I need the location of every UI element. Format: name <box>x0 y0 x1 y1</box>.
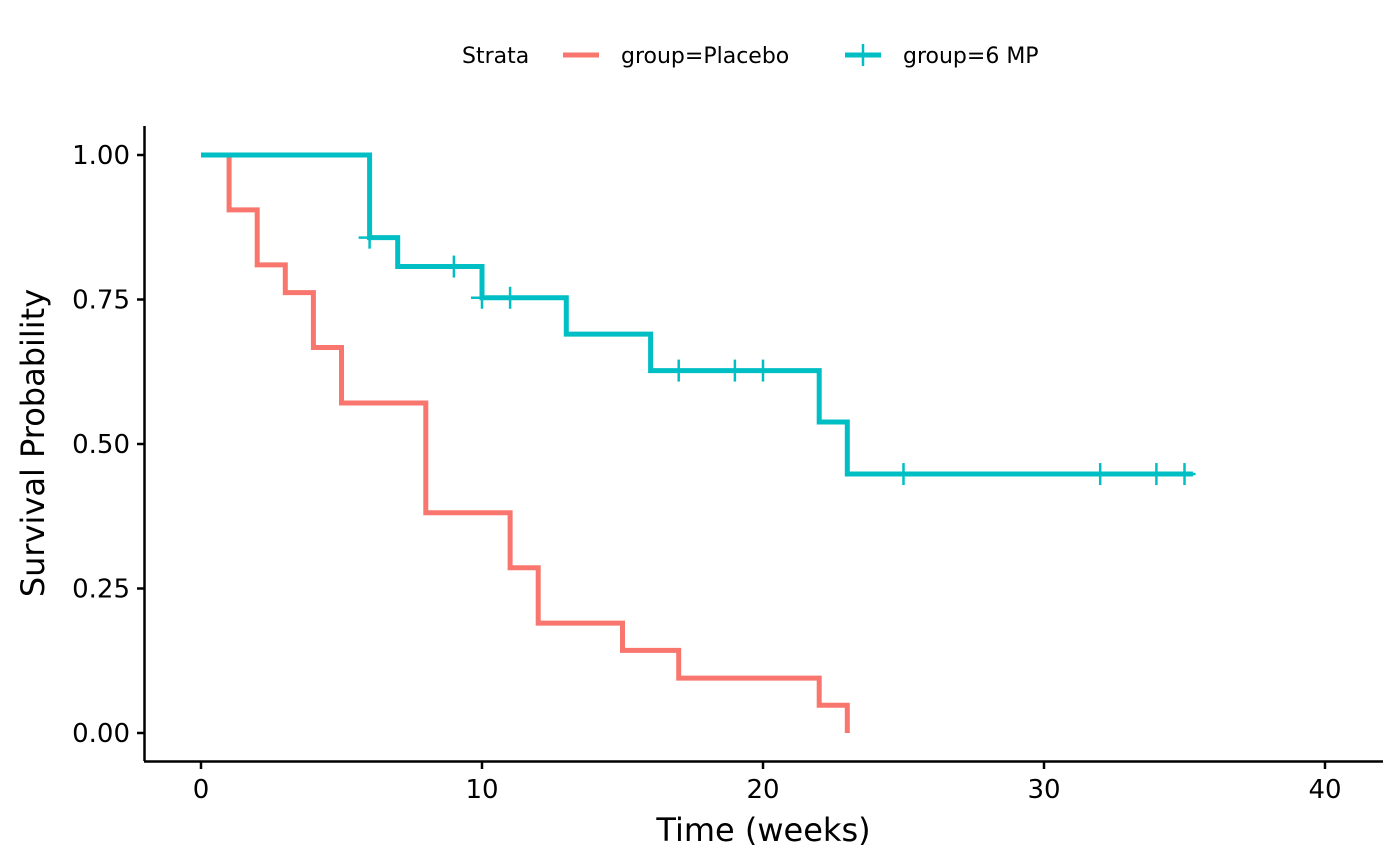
legend: Strata group=Placebo group=6 MP <box>462 44 1039 69</box>
y-tick-label: 0.75 <box>72 286 130 316</box>
legend-title: Strata <box>462 44 529 69</box>
y-axis-title: Survival Probability <box>14 289 52 597</box>
y-tick-label: 0.25 <box>72 575 130 605</box>
x-tick-label: 40 <box>1308 775 1341 805</box>
series-line-placebo <box>201 152 850 733</box>
x-tick-label: 20 <box>746 775 779 805</box>
x-ticks: 0 10 20 30 40 <box>193 762 1342 805</box>
y-tick-label: 0.50 <box>72 430 130 460</box>
x-axis-title: Time (weeks) <box>655 811 870 849</box>
y-tick-label: 1.00 <box>72 141 130 171</box>
legend-label-placebo: group=Placebo <box>621 44 789 69</box>
x-tick-label: 10 <box>465 775 498 805</box>
series-layer <box>201 152 1196 733</box>
y-ticks: 0.00 0.25 0.50 0.75 1.00 <box>72 141 144 749</box>
series-line-6mp <box>201 152 1193 477</box>
y-tick-label: 0.00 <box>72 719 130 749</box>
x-tick-label: 0 <box>193 775 210 805</box>
x-tick-label: 30 <box>1027 775 1060 805</box>
legend-label-6mp: group=6 MP <box>903 44 1039 69</box>
